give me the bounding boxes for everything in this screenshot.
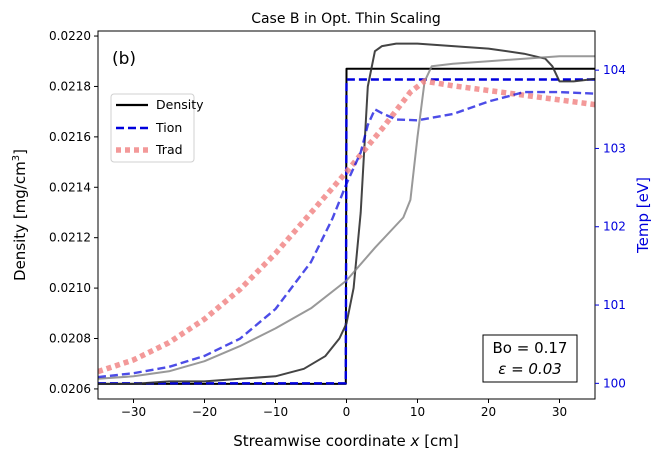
annotation-bo: Bo = 0.17 [493, 339, 568, 357]
legend: Density Tion Trad [110, 93, 204, 163]
x-ticks: −30 −20 −10 0 10 20 30 [121, 399, 567, 419]
y-left-tick-label: 0.0208 [49, 332, 91, 346]
y-left-tick-label: 0.0206 [49, 382, 91, 396]
x-tick-label: −20 [192, 405, 217, 419]
series-line-density-model-dark [98, 42, 595, 385]
legend-density-label: Density [156, 97, 204, 112]
x-tick-label: 30 [552, 405, 567, 419]
x-axis-label: Streamwise coordinate x [cm] [233, 432, 459, 450]
panel-label: (b) [112, 49, 136, 69]
legend-box [110, 93, 195, 163]
y-right-ticks: 100 101 102 103 104 [595, 63, 626, 390]
y-left-axis-label: Density [mg/cm3] [11, 149, 29, 281]
series-line-tion-model [98, 90, 595, 379]
y-left-ticks: 0.0206 0.0208 0.0210 0.0212 0.0214 0.0216 0.02… [49, 29, 98, 396]
annotation-frame [482, 334, 578, 383]
y-left-tick-label: 0.0216 [49, 130, 91, 144]
x-tick-label: 20 [481, 405, 496, 419]
x-axis-label-unit: [cm] [419, 432, 458, 450]
x-tick-label: −10 [263, 405, 288, 419]
chart-title: Case B in Opt. Thin Scaling [251, 11, 441, 27]
legend-trad-label: Trad [155, 142, 183, 157]
y-right-tick-label: 101 [603, 298, 626, 312]
y-right-tick-label: 102 [603, 220, 626, 234]
annotation-epsilon: ε = 0.03 [498, 360, 562, 378]
y-right-axis-label: Temp [eV] [634, 177, 652, 254]
legend-tion-label: Tion [155, 120, 182, 135]
y-left-tick-label: 0.0214 [49, 180, 91, 194]
y-left-axis-label-sup: 3 [11, 155, 22, 161]
x-axis-label-var: x [410, 432, 420, 450]
x-tick-label: 10 [410, 405, 425, 419]
series-line-trad [98, 78, 595, 375]
series-line-tion-reference-jump [98, 78, 595, 385]
x-axis-label-text: Streamwise coordinate [233, 432, 410, 450]
y-right-tick-label: 100 [603, 376, 626, 390]
y-left-axis-label-text: Density [mg/cm [11, 161, 29, 281]
series-line-density-model-grey [98, 55, 595, 380]
y-right-tick-label: 104 [603, 63, 626, 77]
y-left-tick-label: 0.0218 [49, 79, 91, 93]
x-tick-label: 0 [343, 405, 351, 419]
y-right-tick-label: 103 [603, 141, 626, 155]
y-left-tick-label: 0.0212 [49, 231, 91, 245]
annotation-box: Bo = 0.17 ε = 0.03 [482, 334, 578, 383]
series-layer [98, 42, 595, 385]
y-left-axis-label-close: ] [11, 149, 29, 155]
y-left-tick-label: 0.0210 [49, 281, 91, 295]
y-left-tick-label: 0.0220 [49, 29, 91, 43]
x-tick-label: −30 [121, 405, 146, 419]
